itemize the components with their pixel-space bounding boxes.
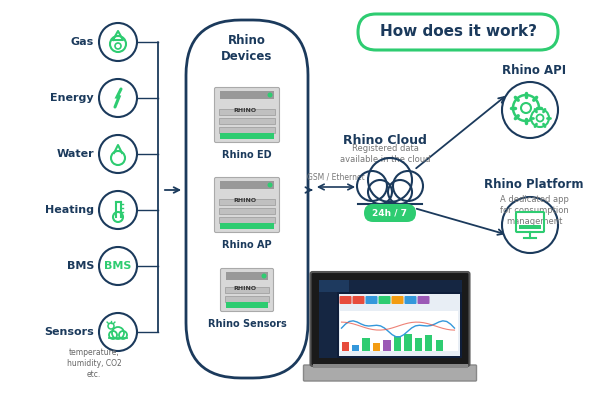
Text: Rhino Platform: Rhino Platform	[484, 178, 584, 192]
Bar	[341, 342, 349, 351]
Bar	[383, 340, 391, 351]
Bar	[226, 302, 268, 308]
Bar	[226, 272, 268, 280]
FancyBboxPatch shape	[215, 178, 280, 232]
Bar	[519, 225, 541, 229]
Circle shape	[99, 313, 137, 351]
Bar	[220, 133, 274, 139]
Text: Rhino Cloud: Rhino Cloud	[343, 134, 427, 146]
Text: Water: Water	[56, 149, 94, 159]
Circle shape	[262, 274, 266, 278]
Text: Rhino API: Rhino API	[502, 64, 566, 76]
FancyBboxPatch shape	[379, 296, 391, 304]
Bar	[352, 345, 359, 351]
FancyBboxPatch shape	[215, 88, 280, 142]
Bar	[225, 287, 269, 293]
FancyBboxPatch shape	[186, 20, 308, 378]
Text: RHINO: RHINO	[233, 198, 257, 204]
FancyBboxPatch shape	[418, 296, 430, 304]
Circle shape	[388, 180, 412, 204]
Text: Rhino
Devices: Rhino Devices	[221, 34, 272, 62]
Bar	[319, 280, 461, 358]
FancyBboxPatch shape	[392, 296, 404, 304]
Circle shape	[99, 23, 137, 61]
Circle shape	[99, 191, 137, 229]
Circle shape	[99, 247, 137, 285]
Text: RHINO: RHINO	[233, 108, 257, 114]
Circle shape	[502, 197, 558, 253]
Bar	[319, 292, 337, 358]
Bar	[219, 208, 275, 214]
FancyBboxPatch shape	[353, 296, 365, 304]
Text: 24h / 7: 24h / 7	[373, 208, 407, 218]
Bar	[313, 364, 467, 368]
FancyBboxPatch shape	[311, 272, 470, 366]
Circle shape	[531, 109, 549, 127]
Text: Heating: Heating	[45, 205, 94, 215]
Circle shape	[357, 171, 387, 201]
Bar	[219, 127, 275, 133]
Bar	[219, 217, 275, 223]
Bar	[373, 344, 380, 351]
Text: RHINO: RHINO	[233, 286, 257, 290]
Circle shape	[502, 82, 558, 138]
Text: GSM / Ethernet: GSM / Ethernet	[307, 172, 365, 182]
Text: Gas: Gas	[71, 37, 94, 47]
Bar	[319, 280, 349, 292]
Circle shape	[99, 135, 137, 173]
Circle shape	[268, 182, 272, 188]
Bar	[219, 118, 275, 124]
Circle shape	[368, 158, 412, 202]
Text: A dedicated app
for consumption
management: A dedicated app for consumption manageme…	[500, 195, 568, 226]
Text: Rhino AP: Rhino AP	[222, 240, 272, 250]
Bar	[220, 181, 274, 189]
Text: Rhino ED: Rhino ED	[222, 150, 272, 160]
Bar	[358, 190, 422, 204]
Circle shape	[268, 92, 272, 98]
Bar	[436, 340, 443, 351]
Text: Rhino Sensors: Rhino Sensors	[208, 319, 286, 329]
FancyBboxPatch shape	[221, 268, 274, 312]
Circle shape	[99, 79, 137, 117]
Bar	[225, 296, 269, 302]
Bar	[319, 280, 461, 292]
FancyBboxPatch shape	[304, 365, 476, 381]
Circle shape	[393, 171, 423, 201]
Text: BMS: BMS	[67, 261, 94, 271]
Bar	[404, 334, 412, 351]
Text: Sensors: Sensors	[44, 327, 94, 337]
Bar	[425, 335, 433, 351]
FancyBboxPatch shape	[365, 296, 377, 304]
Bar	[219, 109, 275, 115]
FancyBboxPatch shape	[340, 296, 352, 304]
FancyBboxPatch shape	[358, 14, 558, 50]
Circle shape	[368, 180, 392, 204]
Text: Registered data
available in the cloud: Registered data available in the cloud	[340, 144, 430, 164]
Text: BMS: BMS	[104, 261, 131, 271]
Bar	[415, 338, 422, 351]
Text: Energy: Energy	[50, 93, 94, 103]
Bar	[340, 311, 458, 351]
Bar	[219, 199, 275, 205]
FancyBboxPatch shape	[404, 296, 416, 304]
Bar	[220, 223, 274, 229]
Text: How does it work?: How does it work?	[380, 24, 536, 40]
Bar	[394, 336, 401, 351]
Text: temperature,
humidity, CO2
etc.: temperature, humidity, CO2 etc.	[67, 348, 121, 379]
Bar	[220, 91, 274, 99]
FancyBboxPatch shape	[364, 204, 416, 222]
Bar	[338, 294, 460, 356]
Bar	[362, 338, 370, 351]
